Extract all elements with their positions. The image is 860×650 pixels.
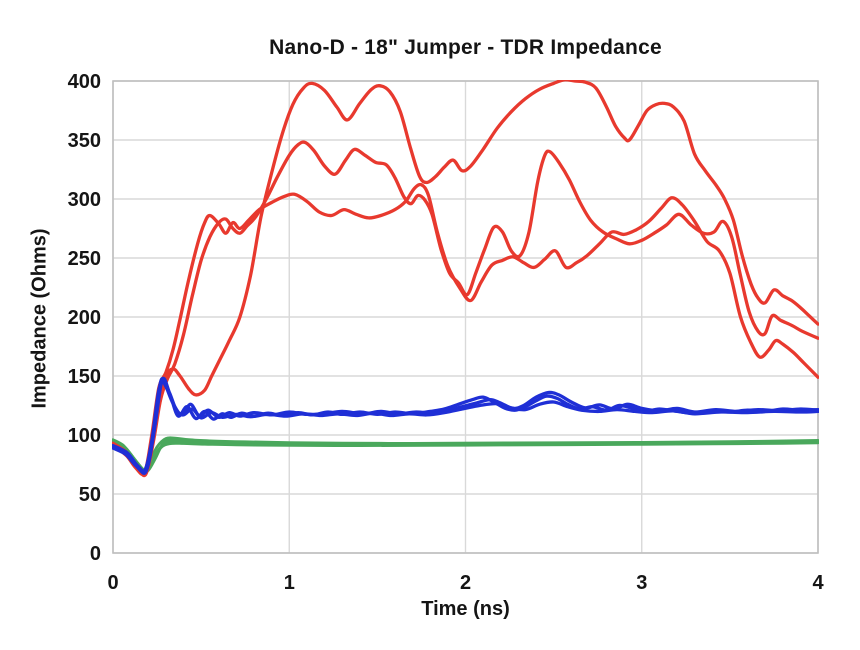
x-tick-label-1: 1 [284,572,295,594]
x-tick-label-4: 4 [812,572,824,594]
y-tick-label-350: 350 [68,130,101,152]
y-tick-label-200: 200 [68,307,101,329]
gridlines [112,80,819,554]
y-tick-label-0: 0 [90,543,101,565]
y-tick-label-400: 400 [68,71,101,93]
plot-border [112,80,819,554]
y-tick-label-100: 100 [68,425,101,447]
y-tick-label-250: 250 [68,248,101,270]
x-axis-title: Time (ns) [421,598,510,620]
y-tick-label-50: 50 [79,484,101,506]
chart-title: Nano-D - 18" Jumper - TDR Impedance [269,36,662,59]
y-tick-label-300: 300 [68,189,101,211]
x-tick-label-2: 2 [460,572,471,594]
x-tick-label-0: 0 [107,572,118,594]
tick-labels: 0 50 100 150 200 250 300 350 400 0 1 2 3 4 [68,71,825,594]
series-red-trace-3 [112,80,819,478]
y-tick-label-150: 150 [68,366,101,388]
series-group [112,80,819,478]
x-tick-label-3: 3 [636,572,647,594]
series-blue-trace-3 [112,376,819,475]
series-red-trace-2 [112,140,819,475]
